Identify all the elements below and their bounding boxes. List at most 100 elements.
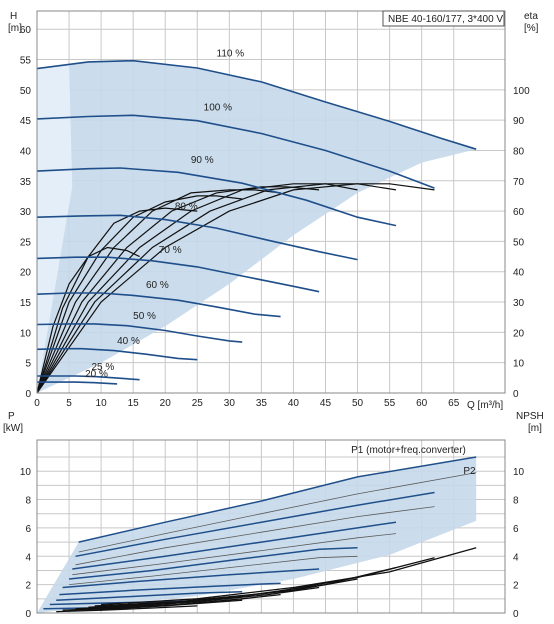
- y-tick-label: 45: [20, 116, 32, 127]
- y2-tick-label: 50: [513, 237, 525, 248]
- x-tick-label: 35: [256, 398, 268, 409]
- y2-tick-label: 90: [513, 116, 525, 127]
- p1-curve: [78, 456, 477, 543]
- p2-curve: [75, 506, 435, 566]
- y2-axis-unit: [m]: [528, 423, 542, 434]
- speed-label: 40 %: [117, 336, 140, 347]
- y-tick-label: 15: [20, 298, 32, 309]
- y-tick-label: 5: [25, 359, 31, 370]
- y-tick-label: 4: [25, 552, 31, 563]
- y-tick-label: 60: [20, 25, 32, 36]
- y-tick-label: 55: [20, 56, 32, 67]
- speed-curve: [36, 323, 243, 343]
- y-tick-label: 6: [25, 524, 31, 535]
- y2-axis-unit: [%]: [524, 23, 539, 34]
- y2-tick-label: 100: [513, 86, 530, 97]
- speed-label: 20 %: [85, 369, 108, 380]
- y-tick-label: 10: [20, 328, 32, 339]
- speed-label: 90 %: [191, 155, 214, 166]
- y2-tick-label: 60: [513, 207, 525, 218]
- x-axis-label: Q [m³/h]: [467, 400, 503, 411]
- y-axis-unit: [kW]: [3, 423, 23, 434]
- plot-frame: [36, 439, 506, 614]
- efficiency-curve: [36, 207, 198, 394]
- chart-title: NBE 40-160/177, 3*400 V: [388, 14, 503, 25]
- npsh-curve: [56, 605, 198, 613]
- x-tick-label: 25: [192, 398, 204, 409]
- x-tick-label: 10: [96, 398, 108, 409]
- p1-curve: [59, 582, 281, 596]
- y-tick-label: 8: [25, 496, 31, 507]
- speed-curve: [36, 292, 281, 318]
- low-flow-zone: [37, 63, 73, 393]
- x-tick-label: 30: [224, 398, 236, 409]
- speed-curve: [36, 214, 358, 261]
- y-tick-label: 20: [20, 268, 32, 279]
- speed-label: 100 %: [204, 102, 232, 113]
- speed-curve: [36, 347, 198, 361]
- y2-tick-label: 0: [513, 389, 519, 400]
- x-tick-label: 55: [384, 398, 396, 409]
- npsh-curve: [101, 547, 477, 606]
- p2-curve: [72, 533, 397, 576]
- y2-tick-label: 40: [513, 268, 525, 279]
- efficiency-curve: [36, 183, 435, 394]
- y-axis-unit: [m]: [8, 23, 22, 34]
- head-efficiency-chart: 110 %100 %90 %80 %70 %60 %50 %40 %25 %20…: [8, 10, 539, 409]
- y2-tick-label: 70: [513, 177, 525, 188]
- x-tick-label: 20: [160, 398, 172, 409]
- speed-label: 60 %: [146, 280, 169, 291]
- speed-label: 80 %: [175, 201, 198, 212]
- x-tick-label: 40: [288, 398, 300, 409]
- title-box: [382, 10, 505, 27]
- power-npsh-chart: P1 (motor+freq.converter) P2 0 2 4 6 8 10 0 2 4 6 8 1…: [3, 411, 544, 620]
- npsh-curve: [75, 586, 320, 610]
- y2-tick-label: 80: [513, 146, 525, 157]
- p1-curve: [72, 521, 397, 570]
- p2-curve: [78, 472, 477, 553]
- y2-axis-label: eta: [524, 11, 538, 22]
- y2-tick-label: 2: [513, 581, 519, 592]
- y-tick-label: 10: [20, 467, 32, 478]
- y2-tick-label: 10: [513, 359, 525, 370]
- p2-curve: [69, 555, 358, 585]
- x-tick-label: 45: [320, 398, 332, 409]
- operating-envelope: [37, 60, 477, 393]
- y2-axis-label: NPSH: [516, 411, 544, 422]
- x-tick-label: 5: [66, 398, 72, 409]
- series-label: P2: [463, 466, 476, 477]
- y2-tick-label: 20: [513, 328, 525, 339]
- speed-label: 50 %: [133, 311, 156, 322]
- speed-curve: [37, 375, 140, 381]
- x-tick-label: 65: [448, 398, 460, 409]
- y-tick-label: 25: [20, 237, 32, 248]
- npsh-curve: [62, 599, 243, 611]
- p1-curve: [69, 547, 358, 580]
- y-tick-label: 40: [20, 146, 32, 157]
- y-axis-label: P: [8, 411, 15, 422]
- y2-tick-label: 8: [513, 496, 519, 507]
- p1-curve: [62, 568, 320, 589]
- y-tick-label: 0: [25, 609, 31, 620]
- series-label: P1 (motor+freq.converter): [351, 445, 466, 456]
- y-tick-label: 2: [25, 581, 31, 592]
- y2-tick-label: 4: [513, 552, 519, 563]
- x-tick-label: 50: [352, 398, 364, 409]
- speed-curve: [36, 167, 397, 227]
- y-tick-label: 30: [20, 207, 32, 218]
- y2-tick-label: 6: [513, 524, 519, 535]
- x-tick-label: 60: [416, 398, 428, 409]
- speed-curve: [36, 114, 435, 189]
- speed-label: 25 %: [91, 362, 114, 373]
- operating-envelope: [37, 457, 477, 613]
- y-tick-label: 50: [20, 86, 32, 97]
- y2-tick-label: 30: [513, 298, 525, 309]
- speed-curve: [36, 59, 477, 150]
- plot-frame: [36, 10, 506, 394]
- p1-curve: [56, 590, 243, 601]
- p1-curve: [75, 491, 435, 558]
- speed-label: 70 %: [159, 245, 182, 256]
- speed-label: 110 %: [217, 48, 245, 59]
- y2-tick-label: 10: [513, 467, 525, 478]
